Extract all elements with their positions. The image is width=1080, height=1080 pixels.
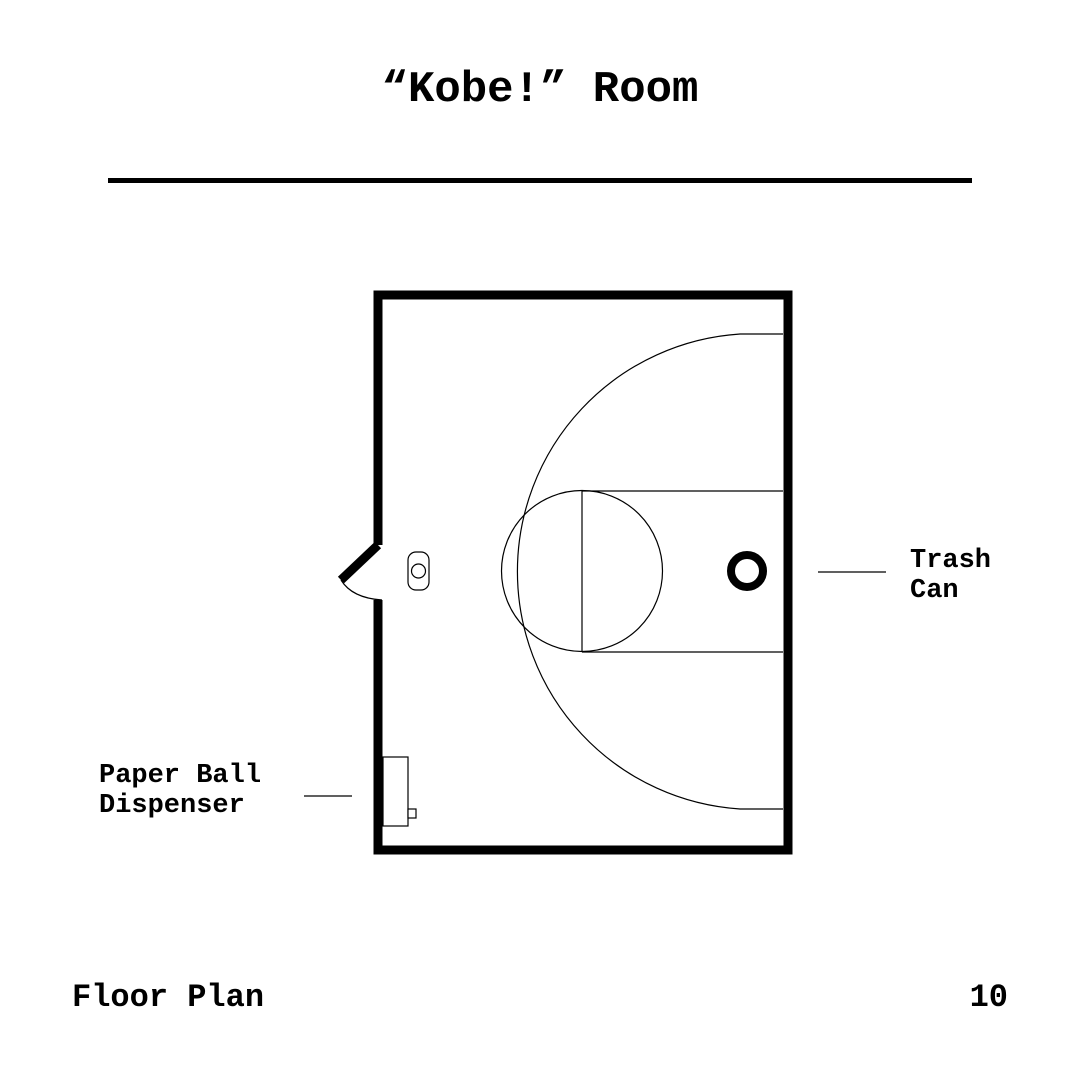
page-number: 10 bbox=[969, 979, 1008, 1016]
trash-can-label: Trash Can bbox=[910, 546, 992, 606]
title-divider bbox=[108, 178, 972, 183]
floor-fixture-icon bbox=[407, 551, 430, 591]
trash-can-icon bbox=[727, 551, 767, 591]
dispenser-slot bbox=[407, 808, 417, 819]
free-throw-circle bbox=[500, 489, 664, 653]
footer-section-title: Floor Plan bbox=[72, 979, 265, 1016]
door-swing-arc bbox=[340, 579, 383, 601]
paper-ball-dispenser-label: Paper Ball Dispenser bbox=[99, 761, 262, 821]
page-title: “Kobe!” Room bbox=[381, 65, 699, 115]
room-walls bbox=[373, 290, 793, 855]
three-point-line bbox=[516, 333, 783, 810]
door-leaf bbox=[337, 541, 382, 584]
floor-fixture-inner bbox=[410, 563, 427, 579]
paper-ball-dispenser-icon bbox=[382, 756, 409, 827]
